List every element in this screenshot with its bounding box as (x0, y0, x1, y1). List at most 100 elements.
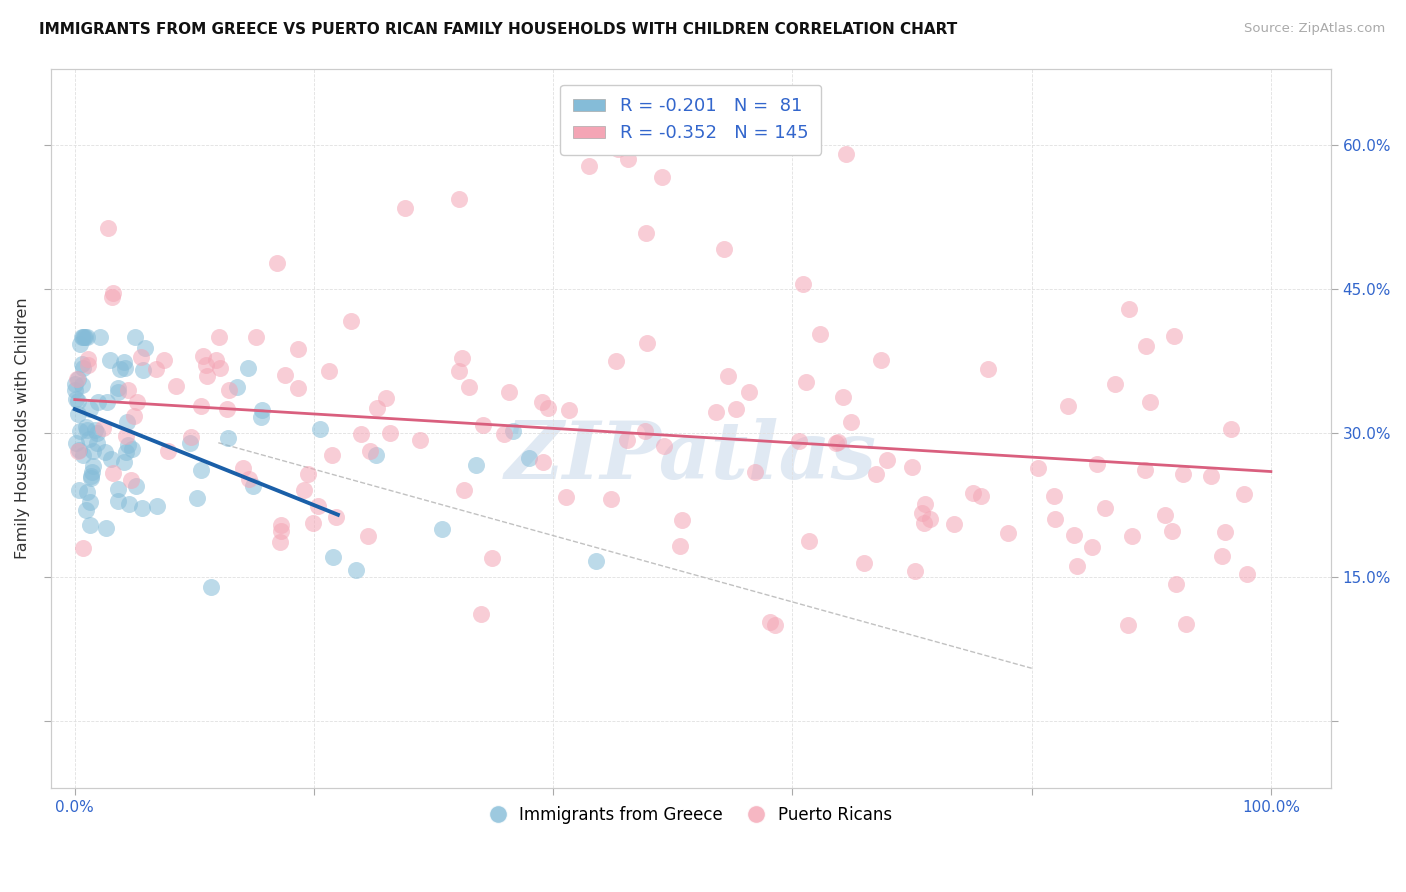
Point (1066, 558, 1088, 573)
Point (357, 529, 380, 543)
Point (80, 468, 103, 483)
Point (73, 330, 96, 344)
Text: ZIPatlas: ZIPatlas (505, 418, 877, 496)
Point (100, 452, 122, 467)
Point (634, 424, 657, 438)
Point (617, 152, 640, 166)
Point (787, 434, 810, 448)
Point (380, 425, 402, 440)
Point (269, 534, 291, 549)
Point (200, 580, 222, 594)
Point (70, 378, 93, 392)
Point (1118, 618, 1140, 632)
Point (72, 448, 94, 462)
Point (869, 352, 891, 367)
Point (344, 563, 367, 577)
Point (912, 516, 935, 531)
Point (145, 361, 167, 376)
Point (156, 443, 179, 458)
Point (217, 432, 239, 446)
Point (309, 421, 332, 435)
Point (75, 503, 97, 517)
Point (101, 286, 124, 301)
Point (94, 521, 117, 535)
Point (481, 551, 503, 566)
Point (86, 425, 108, 440)
Point (107, 381, 129, 395)
Point (226, 380, 249, 394)
Point (76, 330, 98, 344)
Point (66, 371, 89, 385)
Point (578, 159, 600, 173)
Point (80, 471, 103, 485)
Point (93, 420, 115, 434)
Point (759, 615, 782, 630)
Legend: Immigrants from Greece, Puerto Ricans: Immigrants from Greece, Puerto Ricans (482, 799, 898, 830)
Point (498, 385, 520, 400)
Point (270, 524, 292, 538)
Point (83, 423, 105, 437)
Point (471, 418, 494, 433)
Point (1161, 524, 1184, 538)
Point (63, 376, 86, 391)
Point (242, 479, 264, 493)
Point (942, 516, 965, 531)
Point (121, 442, 143, 456)
Point (107, 385, 129, 400)
Point (69, 337, 91, 351)
Point (110, 362, 132, 376)
Point (636, 227, 658, 241)
Point (470, 607, 492, 621)
Point (101, 290, 124, 304)
Point (66, 444, 89, 458)
Point (250, 409, 273, 424)
Point (1173, 467, 1195, 482)
Point (77, 432, 100, 446)
Point (531, 394, 554, 409)
Point (266, 256, 288, 270)
Point (359, 444, 381, 458)
Point (537, 401, 560, 415)
Point (252, 402, 274, 417)
Point (236, 361, 259, 376)
Point (555, 491, 578, 505)
Point (114, 361, 136, 376)
Point (79, 517, 101, 532)
Point (1057, 399, 1080, 413)
Point (190, 463, 212, 477)
Point (839, 415, 862, 429)
Point (122, 409, 145, 424)
Point (531, 455, 554, 469)
Point (997, 526, 1019, 541)
Point (725, 402, 748, 417)
Point (876, 453, 898, 467)
Point (453, 483, 475, 497)
Point (77, 358, 100, 372)
Point (82, 459, 104, 474)
Point (1220, 422, 1243, 436)
Point (1139, 395, 1161, 409)
Point (792, 277, 814, 291)
Point (67, 443, 90, 458)
Point (238, 472, 260, 486)
Point (112, 355, 135, 369)
Point (1163, 329, 1185, 343)
Point (208, 360, 231, 375)
Point (195, 369, 218, 384)
Text: Source: ZipAtlas.com: Source: ZipAtlas.com (1244, 22, 1385, 36)
Point (1094, 501, 1116, 516)
Point (763, 618, 786, 632)
Point (900, 459, 922, 474)
Point (218, 384, 240, 398)
Point (716, 368, 738, 383)
Point (321, 448, 343, 462)
Point (107, 494, 129, 508)
Point (1233, 486, 1256, 500)
Point (76, 485, 98, 500)
Point (970, 490, 993, 504)
Point (585, 554, 607, 568)
Point (865, 467, 887, 482)
Point (651, 170, 673, 185)
Point (451, 351, 474, 365)
Point (668, 539, 690, 553)
